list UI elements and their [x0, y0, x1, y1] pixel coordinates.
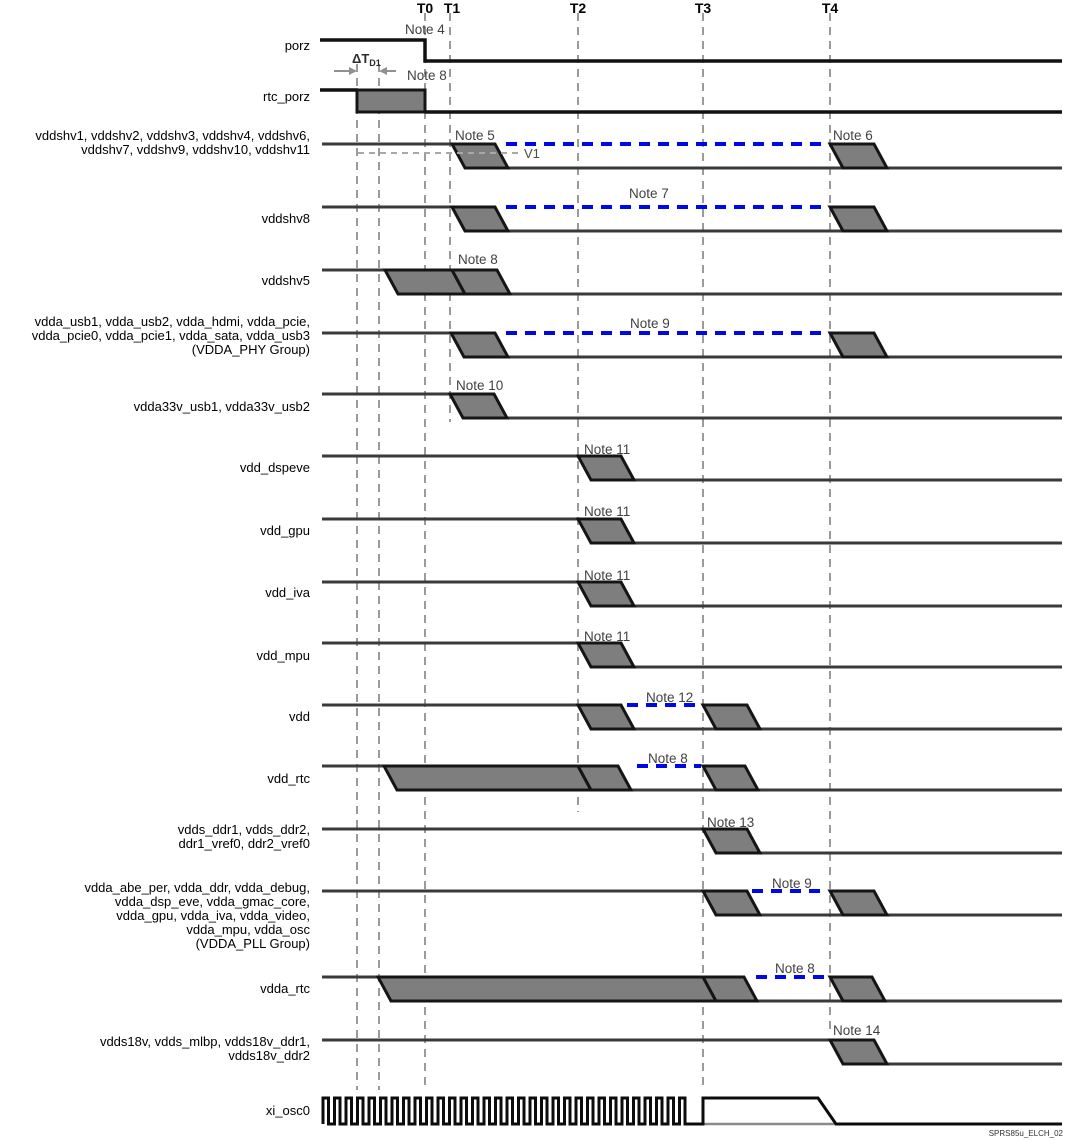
signal-label-xi-osc0: xi_osc0	[265, 1103, 310, 1118]
signal-label-vdd-rtc: vdd_rtc	[267, 771, 310, 786]
note-13-vdds-ddr: Note 13	[707, 815, 755, 830]
xi-osc0-wave	[321, 1096, 1062, 1126]
note-9-vdda-pll: Note 9	[772, 876, 812, 891]
signal-label-vddshv1-group: vddshv1, vddshv2, vddshv3, vddshv4, vdds…	[35, 128, 310, 157]
note-4-porz: Note 4	[405, 22, 445, 37]
note-8-vdda-rtc: Note 8	[775, 961, 815, 976]
vdda33v-waveform	[322, 392, 1062, 420]
delta-t-main: ΔT	[352, 51, 370, 66]
note-12-vdd: Note 12	[646, 690, 694, 705]
signal-label-vdda-phy-group: vdda_usb1, vdda_usb2, vdda_hdmi, vdda_pc…	[31, 314, 310, 357]
signal-label-vdda-rtc: vdda_rtc	[260, 981, 310, 996]
time-marker-t2: T2	[569, 0, 587, 16]
signal-label-rtc-porz: rtc_porz	[263, 89, 310, 104]
signal-label-vdd-iva: vdd_iva	[265, 585, 310, 600]
signal-label-vdd: vdd	[289, 709, 310, 724]
delta-t-d1-label: ΔTD1	[352, 50, 381, 68]
time-marker-t1: T1	[443, 0, 461, 16]
note-11-vdd-iva: Note 11	[584, 568, 631, 583]
signal-label-vdd-mpu: vdd_mpu	[256, 648, 310, 663]
signal-label-vdds18v: vdds18v, vdds_mlbp, vdds18v_ddr1, vdds18…	[99, 1034, 310, 1063]
delta-t-subscript: D1	[369, 58, 381, 68]
signal-label-vddshv8: vddshv8	[261, 211, 310, 226]
delta-t-arrows	[334, 67, 396, 75]
rtc-porz-waveform	[320, 88, 1062, 114]
time-marker-t3: T3	[694, 0, 712, 16]
signal-label-vdds-ddr: vdds_ddr1, vdds_ddr2, ddr1_vref0, ddr2_v…	[177, 822, 310, 851]
vddshv1-group-waveform	[322, 142, 1062, 170]
vdd-waveform	[322, 703, 1062, 731]
vdda-rtc-waveform	[322, 975, 1062, 1003]
note-8-vdd-rtc: Note 8	[648, 751, 688, 766]
vddshv5-waveform	[322, 268, 1062, 296]
signal-label-vdda-pll-group: vdda_abe_per, vdda_ddr, vdda_debug, vdda…	[84, 880, 310, 951]
figure-id-watermark: SPRS85u_ELCH_02	[988, 1129, 1063, 1138]
note-11-vdd-dspeve: Note 11	[584, 442, 631, 457]
vdd-mpu-waveform	[322, 641, 1062, 669]
time-marker-t4: T4	[821, 0, 839, 16]
vdd-dspeve-waveform	[322, 454, 1062, 482]
note-10-vdda33v: Note 10	[456, 378, 504, 393]
vdd-iva-waveform	[322, 580, 1062, 608]
vdds-ddr-waveform	[322, 827, 1062, 855]
v1-threshold-label: V1	[524, 146, 540, 161]
timeline-gridlines	[356, 13, 831, 1090]
vdd-rtc-waveform	[322, 764, 1062, 792]
note-6-vddshv1: Note 6	[833, 128, 873, 143]
vdda-phy-group-waveform	[322, 331, 1062, 359]
note-7-vddshv8: Note 7	[629, 186, 669, 201]
note-8-rtc-porz: Note 8	[407, 68, 447, 83]
note-8-vddshv5: Note 8	[458, 252, 498, 267]
signal-label-vdd-gpu: vdd_gpu	[260, 523, 310, 538]
signal-label-vddshv5: vddshv5	[261, 273, 310, 288]
vdda-pll-group-waveform	[322, 889, 1062, 917]
signal-label-vdd-dspeve: vdd_dspeve	[239, 460, 310, 475]
signal-label-vdda33v: vdda33v_usb1, vdda33v_usb2	[133, 399, 310, 414]
note-9-vdda-phy: Note 9	[630, 316, 670, 331]
vdd-gpu-waveform	[322, 517, 1062, 545]
vdds18v-waveform	[322, 1038, 1062, 1066]
signal-label-porz: porz	[284, 38, 310, 53]
note-5-vddshv1: Note 5	[455, 128, 495, 143]
porz-waveform	[320, 38, 1062, 63]
xi-osc0-waveform	[321, 1096, 1062, 1126]
vddshv8-waveform	[322, 205, 1062, 233]
time-marker-t0: T0	[416, 0, 434, 16]
note-11-vdd-gpu: Note 11	[584, 504, 631, 519]
note-14-vdds18v: Note 14	[833, 1023, 881, 1038]
note-11-vdd-mpu: Note 11	[584, 629, 631, 644]
